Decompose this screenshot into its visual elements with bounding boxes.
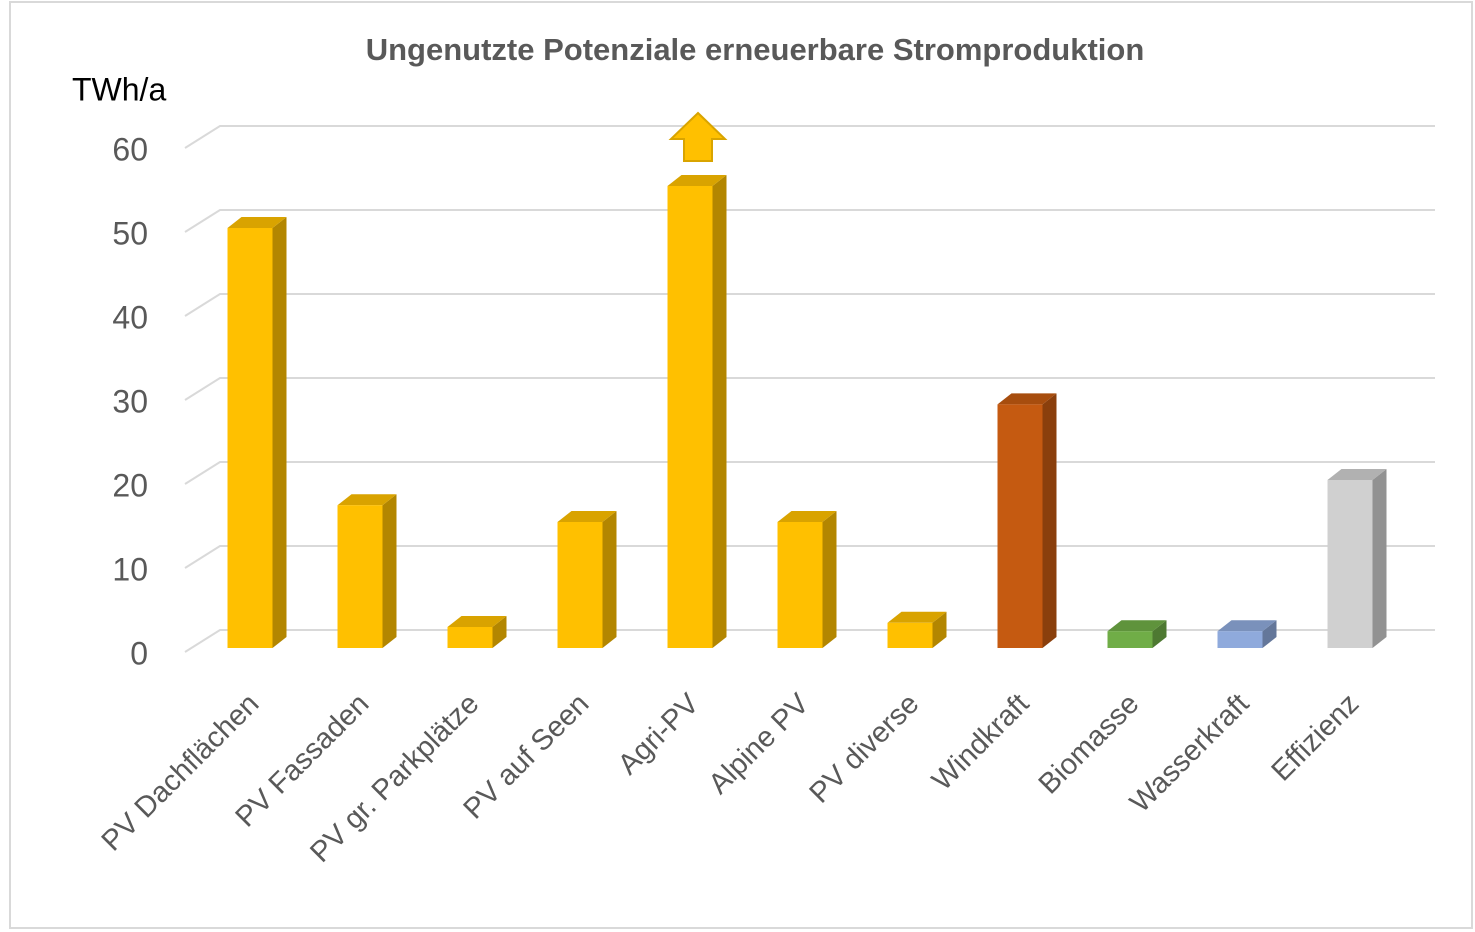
bar-top bbox=[557, 511, 617, 522]
bar bbox=[447, 627, 493, 648]
bar bbox=[777, 522, 823, 648]
bar bbox=[667, 186, 713, 648]
x-tick-label: PV Dachflächen bbox=[96, 688, 266, 858]
y-tick-label: 50 bbox=[112, 215, 148, 251]
bar-side bbox=[1262, 620, 1277, 648]
bar-side bbox=[712, 175, 727, 648]
grid-line bbox=[184, 293, 1435, 317]
up-arrow-icon bbox=[668, 111, 728, 162]
bar-side bbox=[382, 494, 397, 648]
y-tick-label: 30 bbox=[112, 383, 148, 419]
bar-top bbox=[887, 611, 947, 623]
grid-line bbox=[184, 461, 1435, 485]
bar bbox=[1217, 631, 1263, 648]
x-tick-label: Biomasse bbox=[1033, 688, 1146, 801]
bar bbox=[887, 622, 933, 648]
y-tick-label: 0 bbox=[130, 635, 148, 671]
bar-side bbox=[602, 511, 617, 648]
x-tick-label: Alpine PV bbox=[703, 687, 816, 800]
bar bbox=[337, 505, 383, 648]
bar bbox=[1327, 480, 1373, 648]
bar-top bbox=[1107, 620, 1167, 632]
chart-frame bbox=[9, 1, 1473, 929]
bar-side bbox=[272, 217, 287, 648]
chart-title: Ungenutzte Potenziale erneuerbare Stromp… bbox=[366, 32, 1145, 67]
x-tick-label: Windkraft bbox=[926, 688, 1035, 797]
bar-side bbox=[822, 511, 837, 648]
bar-top bbox=[447, 616, 507, 627]
bar-top bbox=[777, 511, 837, 522]
bar bbox=[227, 228, 273, 648]
y-tick-label: 10 bbox=[112, 551, 148, 587]
y-tick-label: 20 bbox=[112, 467, 148, 503]
y-tick-label: 40 bbox=[112, 299, 148, 335]
bar-top bbox=[1327, 469, 1387, 480]
x-tick-label: PV diverse bbox=[804, 688, 926, 810]
x-tick-label: Wasserkraft bbox=[1124, 688, 1255, 819]
bar-side bbox=[932, 611, 947, 648]
grid-line bbox=[184, 209, 1435, 233]
bar-side bbox=[1372, 469, 1387, 648]
bar-side bbox=[1042, 393, 1057, 648]
y-tick-label: 60 bbox=[112, 131, 148, 167]
bar-top bbox=[1217, 620, 1277, 632]
bar-top bbox=[337, 494, 397, 506]
bar bbox=[557, 522, 603, 648]
bar bbox=[997, 404, 1043, 648]
x-tick-label: Agri-PV bbox=[612, 687, 706, 781]
bar-top bbox=[667, 175, 727, 186]
bar bbox=[1107, 631, 1153, 648]
y-axis-label: TWh/a bbox=[72, 71, 166, 107]
bar-side bbox=[1152, 620, 1167, 648]
grid-line bbox=[184, 377, 1435, 401]
bar-top bbox=[227, 217, 287, 228]
grid-line bbox=[184, 125, 1435, 149]
bar-top bbox=[997, 393, 1057, 405]
x-tick-label: Effizienz bbox=[1266, 688, 1366, 788]
bar-side bbox=[492, 616, 507, 648]
